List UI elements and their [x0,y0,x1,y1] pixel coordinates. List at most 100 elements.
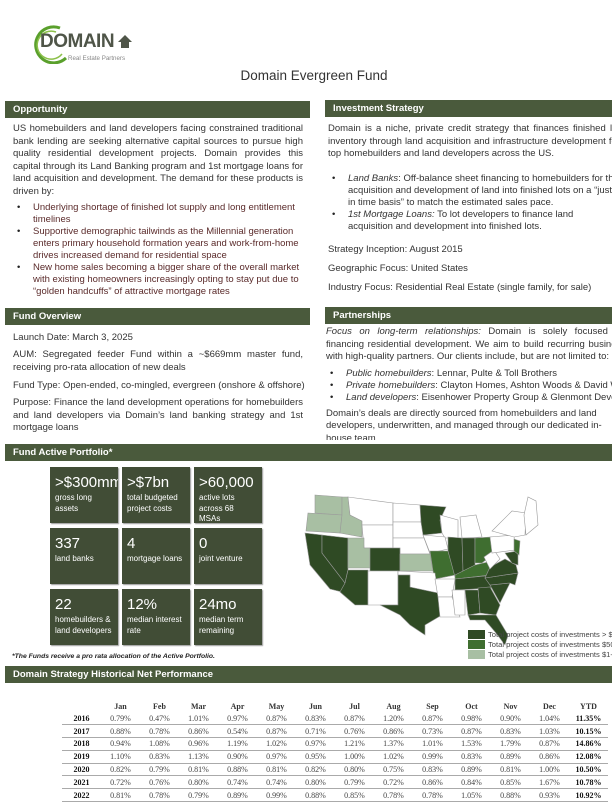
portfolio-footnote: *The Funds receive a pro rata allocation… [12,653,215,660]
partnerships-section: Focus on long-term relationships: Domain… [325,326,612,440]
column-header: YTD [580,701,597,711]
state-shape [392,521,425,539]
bullet-text: : Off-balance sheet financing to homebui… [348,172,612,208]
list-item: Land developers: Eisenhower Property Gro… [326,392,612,404]
list-item: Underlying shortage of finished lot supp… [13,202,303,226]
column-header: Apr [230,701,245,711]
state-shape [504,550,519,566]
column-header: Mar [190,701,207,711]
table-cell: 0.93% [530,788,569,802]
table-cell: 0.85% [335,788,374,802]
table-row: 2017 0.88% 0.78% 0.86% 0.54% 0.87% 0.71% 0.76% 0… [62,724,608,739]
table-cell: 0.95% [296,750,335,764]
table-cell: 10.15% [569,724,608,739]
table-cell: 2019 [62,750,101,764]
table-cell: 0.87% [452,724,491,739]
tile-label: median interest rate [127,615,182,635]
tile-label: total budgeted project costs [127,493,178,513]
fund-overview-section: Launch Date: March 3, 2025 AUM: Segregat… [13,331,305,443]
list-item: Land Banks: Off-balance sheet financing … [328,173,612,209]
table-cell: 0.81% [179,763,218,777]
table-cell: 0.83% [140,750,179,764]
launch-date: Launch Date: March 3, 2025 [13,332,133,343]
table-cell: 1.04% [530,712,569,726]
bullet-text: : Eisenhower Property Group & Glenmont D… [416,391,612,403]
table-cell: 0.85% [491,775,530,790]
table-cell: 0.72% [374,775,413,790]
bullet-text: : Lennar, Pulte & Toll Brothers [431,367,558,379]
partnerships-content: Focus on long-term relationships: Domain… [326,326,612,440]
table-cell: 0.87% [413,712,452,726]
table-row: 2016 0.79% 0.47% 1.01% 0.97% 0.87% 0.83% 0.87% 1… [62,712,608,726]
table-row: 2020 0.82% 0.79% 0.81% 0.88% 0.81% 0.82% 0.80% 0… [62,763,608,777]
table-cell: 0.78% [374,788,413,802]
table-cell: 0.87% [530,737,569,751]
performance-table: Jan Feb Mar Apr May Jun Jul Aug Sep Oct Nov Dec YTD 2… [62,700,608,802]
state-shape [459,514,483,539]
table-cell: 0.83% [413,763,452,777]
table-cell: 0.54% [218,724,257,739]
table-cell: 1.67% [530,775,569,790]
state-shape [429,550,456,580]
column-header: Feb [153,701,166,711]
table-row: 2019 1.10% 0.83% 1.13% 0.90% 0.97% 0.95% 1.00% 1… [62,750,608,764]
tile-value: 12% [127,596,158,613]
tile-value: 22 [55,596,72,613]
table-cell: 0.86% [530,750,569,764]
house-icon [118,35,132,42]
table-cell: 2017 [62,724,101,739]
table-cell: 1.21% [335,737,374,751]
table-cell: 0.82% [296,763,335,777]
logo-tagline: Real Estate Partners [68,55,126,62]
list-item: New home sales becoming a bigger share o… [13,262,303,298]
table-cell: 0.79% [101,712,140,726]
portfolio-tile: >60,000 active lots across 68 MSAs [194,467,262,523]
table-cell: 0.88% [101,724,140,739]
bullet-text: To lot developers to finance land acquis… [348,208,574,232]
list-item: Public homebuilders: Lennar, Pulte & Tol… [326,368,612,380]
tile-value: 0 [199,535,208,552]
bullet-text: : Clayton Homes, Ashton Woods & David We… [435,379,612,391]
table-cell: 2020 [62,763,101,777]
partnerships-bullets: Public homebuilders: Lennar, Pulte & Tol… [326,368,612,404]
table-cell: 0.80% [179,775,218,790]
state-shape [367,570,399,606]
tile-label: homebuilders & land developers [55,615,112,635]
table-cell: 0.78% [413,788,452,802]
table-cell: 0.89% [218,788,257,802]
strategy-inception: Strategy Inception: August 2015 [328,243,463,255]
table-cell: 0.88% [296,788,335,802]
state-shape [434,578,456,598]
table-cell: 1.05% [452,788,491,802]
table-cell: 1.00% [335,750,374,764]
state-shape [467,614,509,646]
table-cell: 10.78% [569,775,608,790]
column-header: Nov [503,701,518,711]
list-item: 1st Mortgage Loans: To lot developers to… [328,209,612,233]
table-cell: 0.98% [452,712,491,726]
table-cell: 0.96% [179,737,218,751]
geographic-focus: Geographic Focus: United States [328,262,468,274]
table-cell: 1.53% [452,737,491,751]
portfolio-tile: 22 homebuilders & land developers [50,589,118,645]
table-cell: 0.97% [296,737,335,751]
page-title: Domain Evergreen Fund [240,68,388,83]
tile-label: active lots across 68 MSAs [199,493,235,523]
legend-swatch-over-100m [468,630,485,639]
list-item: Private homebuilders: Clayton Homes, Ash… [326,380,612,392]
state-shape [392,502,422,523]
table-cell: 2016 [62,712,101,726]
table-cell: 0.89% [491,750,530,764]
portfolio-tile: >$7bn total budgeted project costs [122,467,190,523]
table-cell: 0.80% [335,763,374,777]
table-cell: 0.72% [101,775,140,790]
table-cell: 1.02% [257,737,296,751]
table-row: 2018 0.94% 1.08% 0.96% 1.19% 1.02% 0.97% 1.21% 1… [62,737,608,751]
table-cell: 1.08% [140,737,179,751]
state-shape [361,524,394,549]
bullet-term: 1st Mortgage Loans: [348,208,435,220]
state-shape [339,569,369,606]
table-cell: 0.94% [101,737,140,751]
table-cell: 1.10% [101,750,140,764]
aum: AUM: Segregated feeder Fund within a ~$6… [13,349,303,373]
